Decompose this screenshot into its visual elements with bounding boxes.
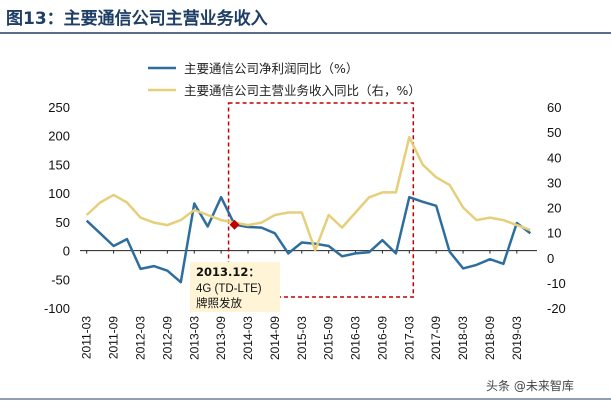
x-tick-label: 2014-09 (268, 316, 282, 360)
y-right-tick-label: -20 (547, 301, 566, 316)
y-left-tick-label: 50 (56, 215, 70, 230)
annotation-marker (229, 219, 240, 230)
highlight-box (227, 102, 415, 298)
x-tick-label: 2012-09 (160, 316, 174, 360)
y-left-tick-label: -100 (44, 301, 70, 316)
series-lines (85, 135, 532, 284)
x-tick-label: 2018-03 (456, 316, 470, 360)
x-tick-label: 2011-03 (80, 316, 94, 359)
y-right-tick-label: 10 (547, 226, 561, 241)
y-right-tick-label: 20 (547, 201, 561, 216)
y-right-tick-label: 50 (547, 125, 561, 140)
x-tick-label: 2018-09 (483, 316, 497, 360)
legend-label-revenue: 主要通信公司主营业务收入同比（右，%） (184, 83, 421, 98)
y-right-tick-label: -10 (547, 276, 566, 291)
y-left-tick-label: 100 (48, 186, 70, 201)
annotation-line-3: 牌照发放 (196, 296, 242, 310)
watermark: 头条 @未来智库 (486, 378, 574, 393)
y-right-tick-label: 0 (547, 251, 554, 266)
annotation-group: 2013.12： 4G (TD-LTE)牌照发放 (190, 219, 280, 312)
x-tick-label: 2016-03 (349, 316, 363, 360)
x-tick-label: 2017-09 (429, 316, 443, 360)
annotation-line-2: 4G (TD-LTE) (196, 283, 262, 295)
x-tick-label: 2017-03 (402, 316, 416, 360)
axes: 250200150100500-50-1006050403020100-10-2… (44, 100, 566, 360)
x-tick-label: 2013-09 (214, 316, 228, 360)
x-tick-label: 2015-09 (322, 316, 336, 360)
x-tick-label: 2019-03 (510, 316, 524, 360)
legend-label-profit: 主要通信公司净利润同比（%） (184, 61, 358, 76)
y-left-tick-label: 250 (48, 100, 70, 115)
y-left-tick-label: 150 (48, 157, 70, 172)
x-tick-label: 2013-03 (187, 316, 201, 360)
series-line-profit (85, 195, 532, 284)
y-left-tick-label: -50 (51, 272, 70, 287)
legend: 主要通信公司净利润同比（%） 主要通信公司主营业务收入同比（右，%） (148, 61, 421, 98)
y-left-tick-label: 0 (63, 244, 70, 259)
series-line-revenue (85, 135, 531, 252)
y-right-tick-label: 60 (547, 100, 561, 115)
x-tick-label: 2016-09 (375, 316, 389, 360)
x-tick-label: 2015-03 (295, 316, 309, 360)
x-tick-label: 2011-09 (107, 316, 121, 359)
page-title: 图13：主要通信公司主营业务收入 (6, 8, 268, 29)
x-tick-label: 2012-03 (133, 316, 147, 360)
highlight-box-group (227, 102, 415, 298)
y-right-tick-label: 40 (547, 150, 561, 165)
y-right-tick-label: 30 (547, 175, 561, 190)
annotation-line-1: 2013.12： (196, 265, 260, 279)
annotation-box (190, 262, 280, 312)
y-left-tick-label: 200 (48, 129, 70, 144)
x-tick-label: 2014-03 (241, 316, 255, 360)
